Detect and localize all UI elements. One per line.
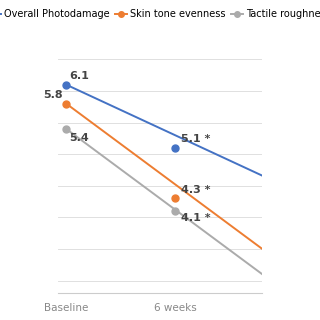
Text: 5.1 *: 5.1 * (181, 134, 210, 144)
Text: 6.1: 6.1 (69, 71, 89, 81)
Text: 5.4: 5.4 (69, 133, 89, 143)
Text: 4.1 *: 4.1 * (181, 212, 210, 222)
Text: 5.8: 5.8 (44, 90, 63, 100)
Text: 4.3 *: 4.3 * (181, 185, 210, 195)
Legend: Overall Photodamage, Skin tone evenness, Tactile roughness: Overall Photodamage, Skin tone evenness,… (0, 5, 320, 23)
